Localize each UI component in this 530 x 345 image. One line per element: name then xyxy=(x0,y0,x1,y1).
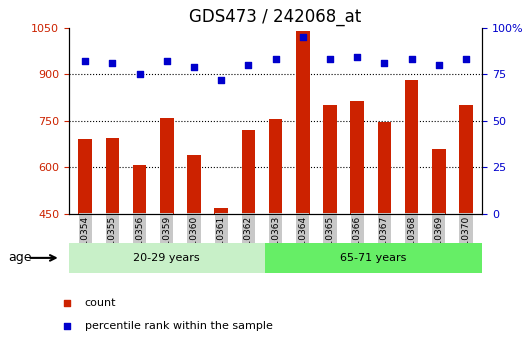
Bar xyxy=(133,165,146,214)
Point xyxy=(190,64,198,69)
Text: GSM10364: GSM10364 xyxy=(298,215,307,265)
Text: GSM10362: GSM10362 xyxy=(244,215,253,265)
Point xyxy=(353,55,361,60)
Text: GSM10369: GSM10369 xyxy=(434,215,443,265)
Text: GSM10366: GSM10366 xyxy=(352,215,361,265)
Text: 65-71 years: 65-71 years xyxy=(340,253,407,263)
Bar xyxy=(242,130,255,214)
Point xyxy=(81,58,90,64)
Point xyxy=(462,57,470,62)
Text: GSM10356: GSM10356 xyxy=(135,215,144,265)
Text: GSM10363: GSM10363 xyxy=(271,215,280,265)
Point xyxy=(163,58,171,64)
Bar xyxy=(105,138,119,214)
Bar xyxy=(296,31,310,214)
Point xyxy=(408,57,416,62)
Text: GSM10360: GSM10360 xyxy=(190,215,199,265)
Bar xyxy=(377,122,391,214)
Text: GSM10359: GSM10359 xyxy=(162,215,171,265)
Point xyxy=(217,77,225,82)
Bar xyxy=(432,149,446,214)
Bar xyxy=(269,119,282,214)
Text: GSM10355: GSM10355 xyxy=(108,215,117,265)
Bar xyxy=(160,118,174,214)
Text: count: count xyxy=(85,298,116,308)
Point xyxy=(397,0,405,1)
Point xyxy=(326,57,334,62)
Text: GSM10367: GSM10367 xyxy=(380,215,389,265)
Bar xyxy=(405,80,418,214)
Point xyxy=(108,60,117,66)
Title: GDS473 / 242068_at: GDS473 / 242068_at xyxy=(190,8,361,26)
Point xyxy=(135,71,144,77)
Bar xyxy=(187,155,201,214)
Text: percentile rank within the sample: percentile rank within the sample xyxy=(85,321,272,331)
Bar xyxy=(78,139,92,214)
Text: GSM10368: GSM10368 xyxy=(407,215,416,265)
Text: 20-29 years: 20-29 years xyxy=(134,253,200,263)
Point xyxy=(435,62,443,68)
Bar xyxy=(264,243,488,273)
Point xyxy=(298,34,307,40)
Bar xyxy=(350,101,364,214)
Text: GSM10370: GSM10370 xyxy=(462,215,471,265)
Text: GSM10365: GSM10365 xyxy=(325,215,334,265)
Text: GSM10361: GSM10361 xyxy=(217,215,226,265)
Point xyxy=(380,60,388,66)
Bar xyxy=(69,243,264,273)
Text: age: age xyxy=(8,252,32,264)
Text: GSM10354: GSM10354 xyxy=(81,215,90,265)
Point xyxy=(397,201,405,207)
Point xyxy=(244,62,253,68)
Point xyxy=(271,57,280,62)
Bar xyxy=(215,208,228,214)
Bar xyxy=(323,105,337,214)
Bar xyxy=(459,105,473,214)
